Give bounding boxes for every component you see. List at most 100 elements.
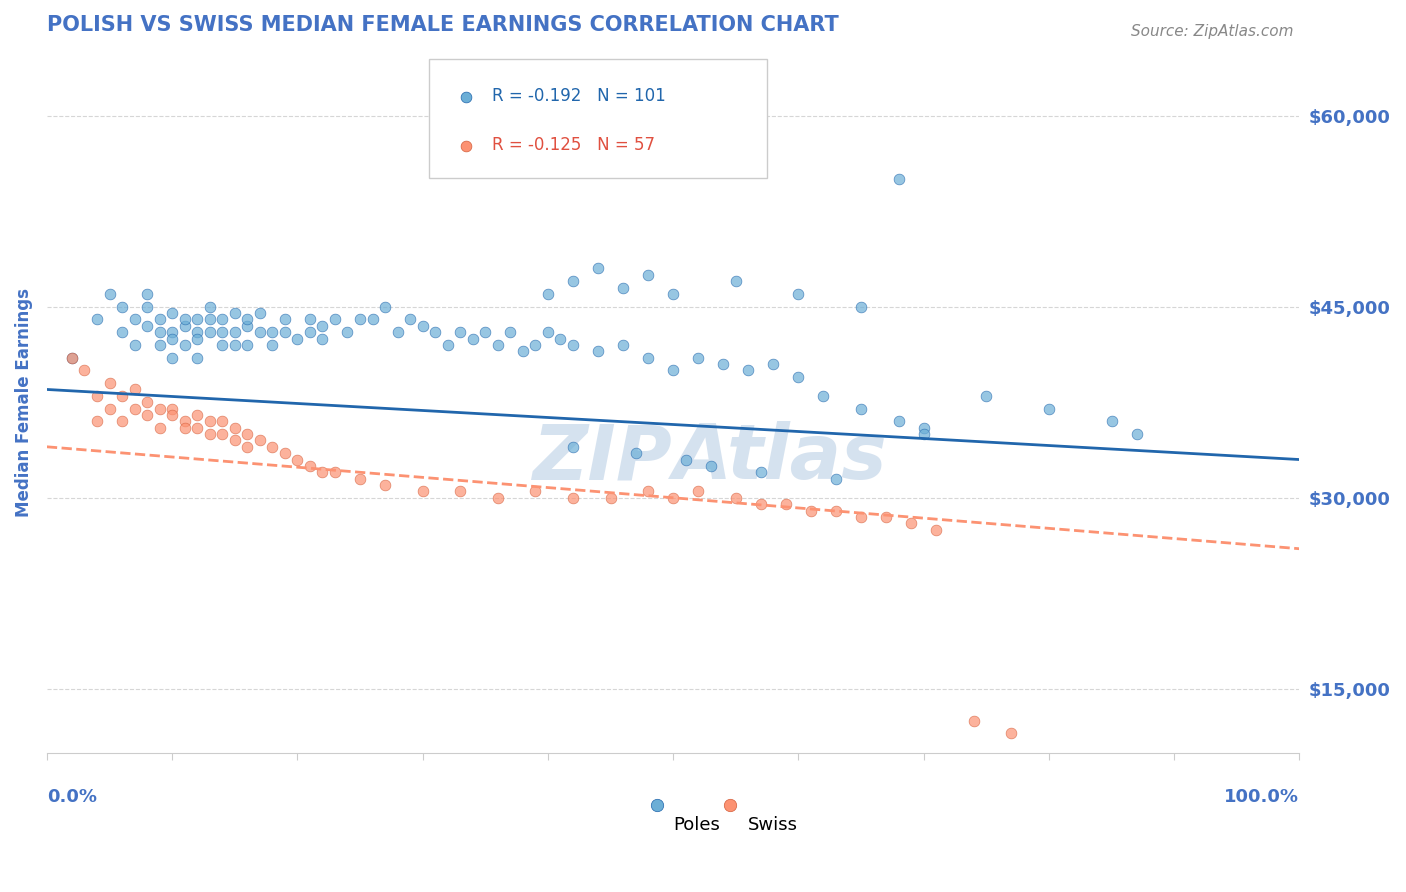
Point	[249, 434, 271, 448]
Point	[524, 338, 547, 352]
Point	[149, 325, 172, 339]
Point	[718, 873, 741, 888]
Point	[186, 351, 208, 365]
Point	[637, 484, 659, 499]
Point	[173, 414, 195, 428]
Point	[456, 873, 478, 888]
Point	[287, 452, 309, 467]
Point	[524, 484, 547, 499]
Point	[612, 280, 634, 294]
Point	[849, 509, 872, 524]
Point	[211, 312, 233, 326]
Point	[724, 491, 747, 505]
Text: 0.0%: 0.0%	[46, 788, 97, 805]
Point	[461, 331, 484, 345]
Point	[198, 312, 221, 326]
Point	[787, 286, 810, 301]
Point	[224, 325, 246, 339]
Point	[436, 338, 458, 352]
Point	[198, 300, 221, 314]
Point	[60, 351, 83, 365]
Point	[186, 420, 208, 434]
FancyBboxPatch shape	[429, 59, 768, 178]
Point	[349, 312, 371, 326]
Point	[111, 414, 134, 428]
Point	[787, 369, 810, 384]
Point	[298, 458, 321, 473]
Point	[645, 873, 668, 888]
Text: Poles: Poles	[673, 815, 720, 834]
Point	[775, 497, 797, 511]
Point	[637, 268, 659, 282]
Text: 100.0%: 100.0%	[1225, 788, 1299, 805]
Point	[198, 325, 221, 339]
Point	[124, 401, 146, 416]
Point	[224, 434, 246, 448]
Point	[160, 401, 183, 416]
Point	[149, 420, 172, 434]
Point	[186, 331, 208, 345]
Point	[1101, 414, 1123, 428]
Point	[963, 714, 986, 728]
Point	[236, 427, 259, 442]
Point	[274, 325, 297, 339]
Point	[98, 376, 121, 390]
Point	[86, 414, 108, 428]
Point	[287, 331, 309, 345]
Point	[224, 338, 246, 352]
Point	[825, 503, 848, 517]
Point	[124, 383, 146, 397]
Point	[537, 325, 560, 339]
Point	[111, 389, 134, 403]
Point	[749, 465, 772, 479]
Point	[349, 472, 371, 486]
Point	[662, 363, 685, 377]
Point	[186, 408, 208, 422]
Point	[298, 325, 321, 339]
Text: R = -0.192   N = 101: R = -0.192 N = 101	[492, 87, 665, 105]
Point	[136, 395, 159, 409]
Point	[688, 484, 710, 499]
Point	[561, 274, 583, 288]
Point	[173, 318, 195, 333]
Point	[211, 325, 233, 339]
Point	[98, 401, 121, 416]
Point	[662, 286, 685, 301]
Point	[711, 357, 734, 371]
Point	[762, 357, 785, 371]
Point	[124, 338, 146, 352]
Point	[160, 408, 183, 422]
Point	[173, 420, 195, 434]
Text: R = -0.125   N = 57: R = -0.125 N = 57	[492, 136, 655, 154]
Point	[249, 306, 271, 320]
Point	[311, 318, 333, 333]
Point	[111, 300, 134, 314]
Point	[374, 300, 396, 314]
Text: Atlas: Atlas	[673, 421, 887, 495]
Point	[211, 414, 233, 428]
Point	[249, 325, 271, 339]
Point	[399, 312, 422, 326]
Point	[173, 338, 195, 352]
Point	[662, 491, 685, 505]
Point	[499, 325, 522, 339]
Text: ZIP: ZIP	[533, 421, 673, 495]
Point	[825, 472, 848, 486]
Point	[160, 306, 183, 320]
Point	[449, 325, 471, 339]
Point	[262, 325, 284, 339]
Point	[675, 452, 697, 467]
Point	[900, 516, 922, 531]
Point	[561, 440, 583, 454]
Point	[387, 325, 409, 339]
Point	[749, 497, 772, 511]
Point	[561, 338, 583, 352]
Point	[537, 286, 560, 301]
Point	[374, 478, 396, 492]
Point	[550, 331, 572, 345]
Point	[211, 427, 233, 442]
Point	[236, 312, 259, 326]
Point	[486, 491, 509, 505]
Point	[224, 306, 246, 320]
Point	[274, 312, 297, 326]
